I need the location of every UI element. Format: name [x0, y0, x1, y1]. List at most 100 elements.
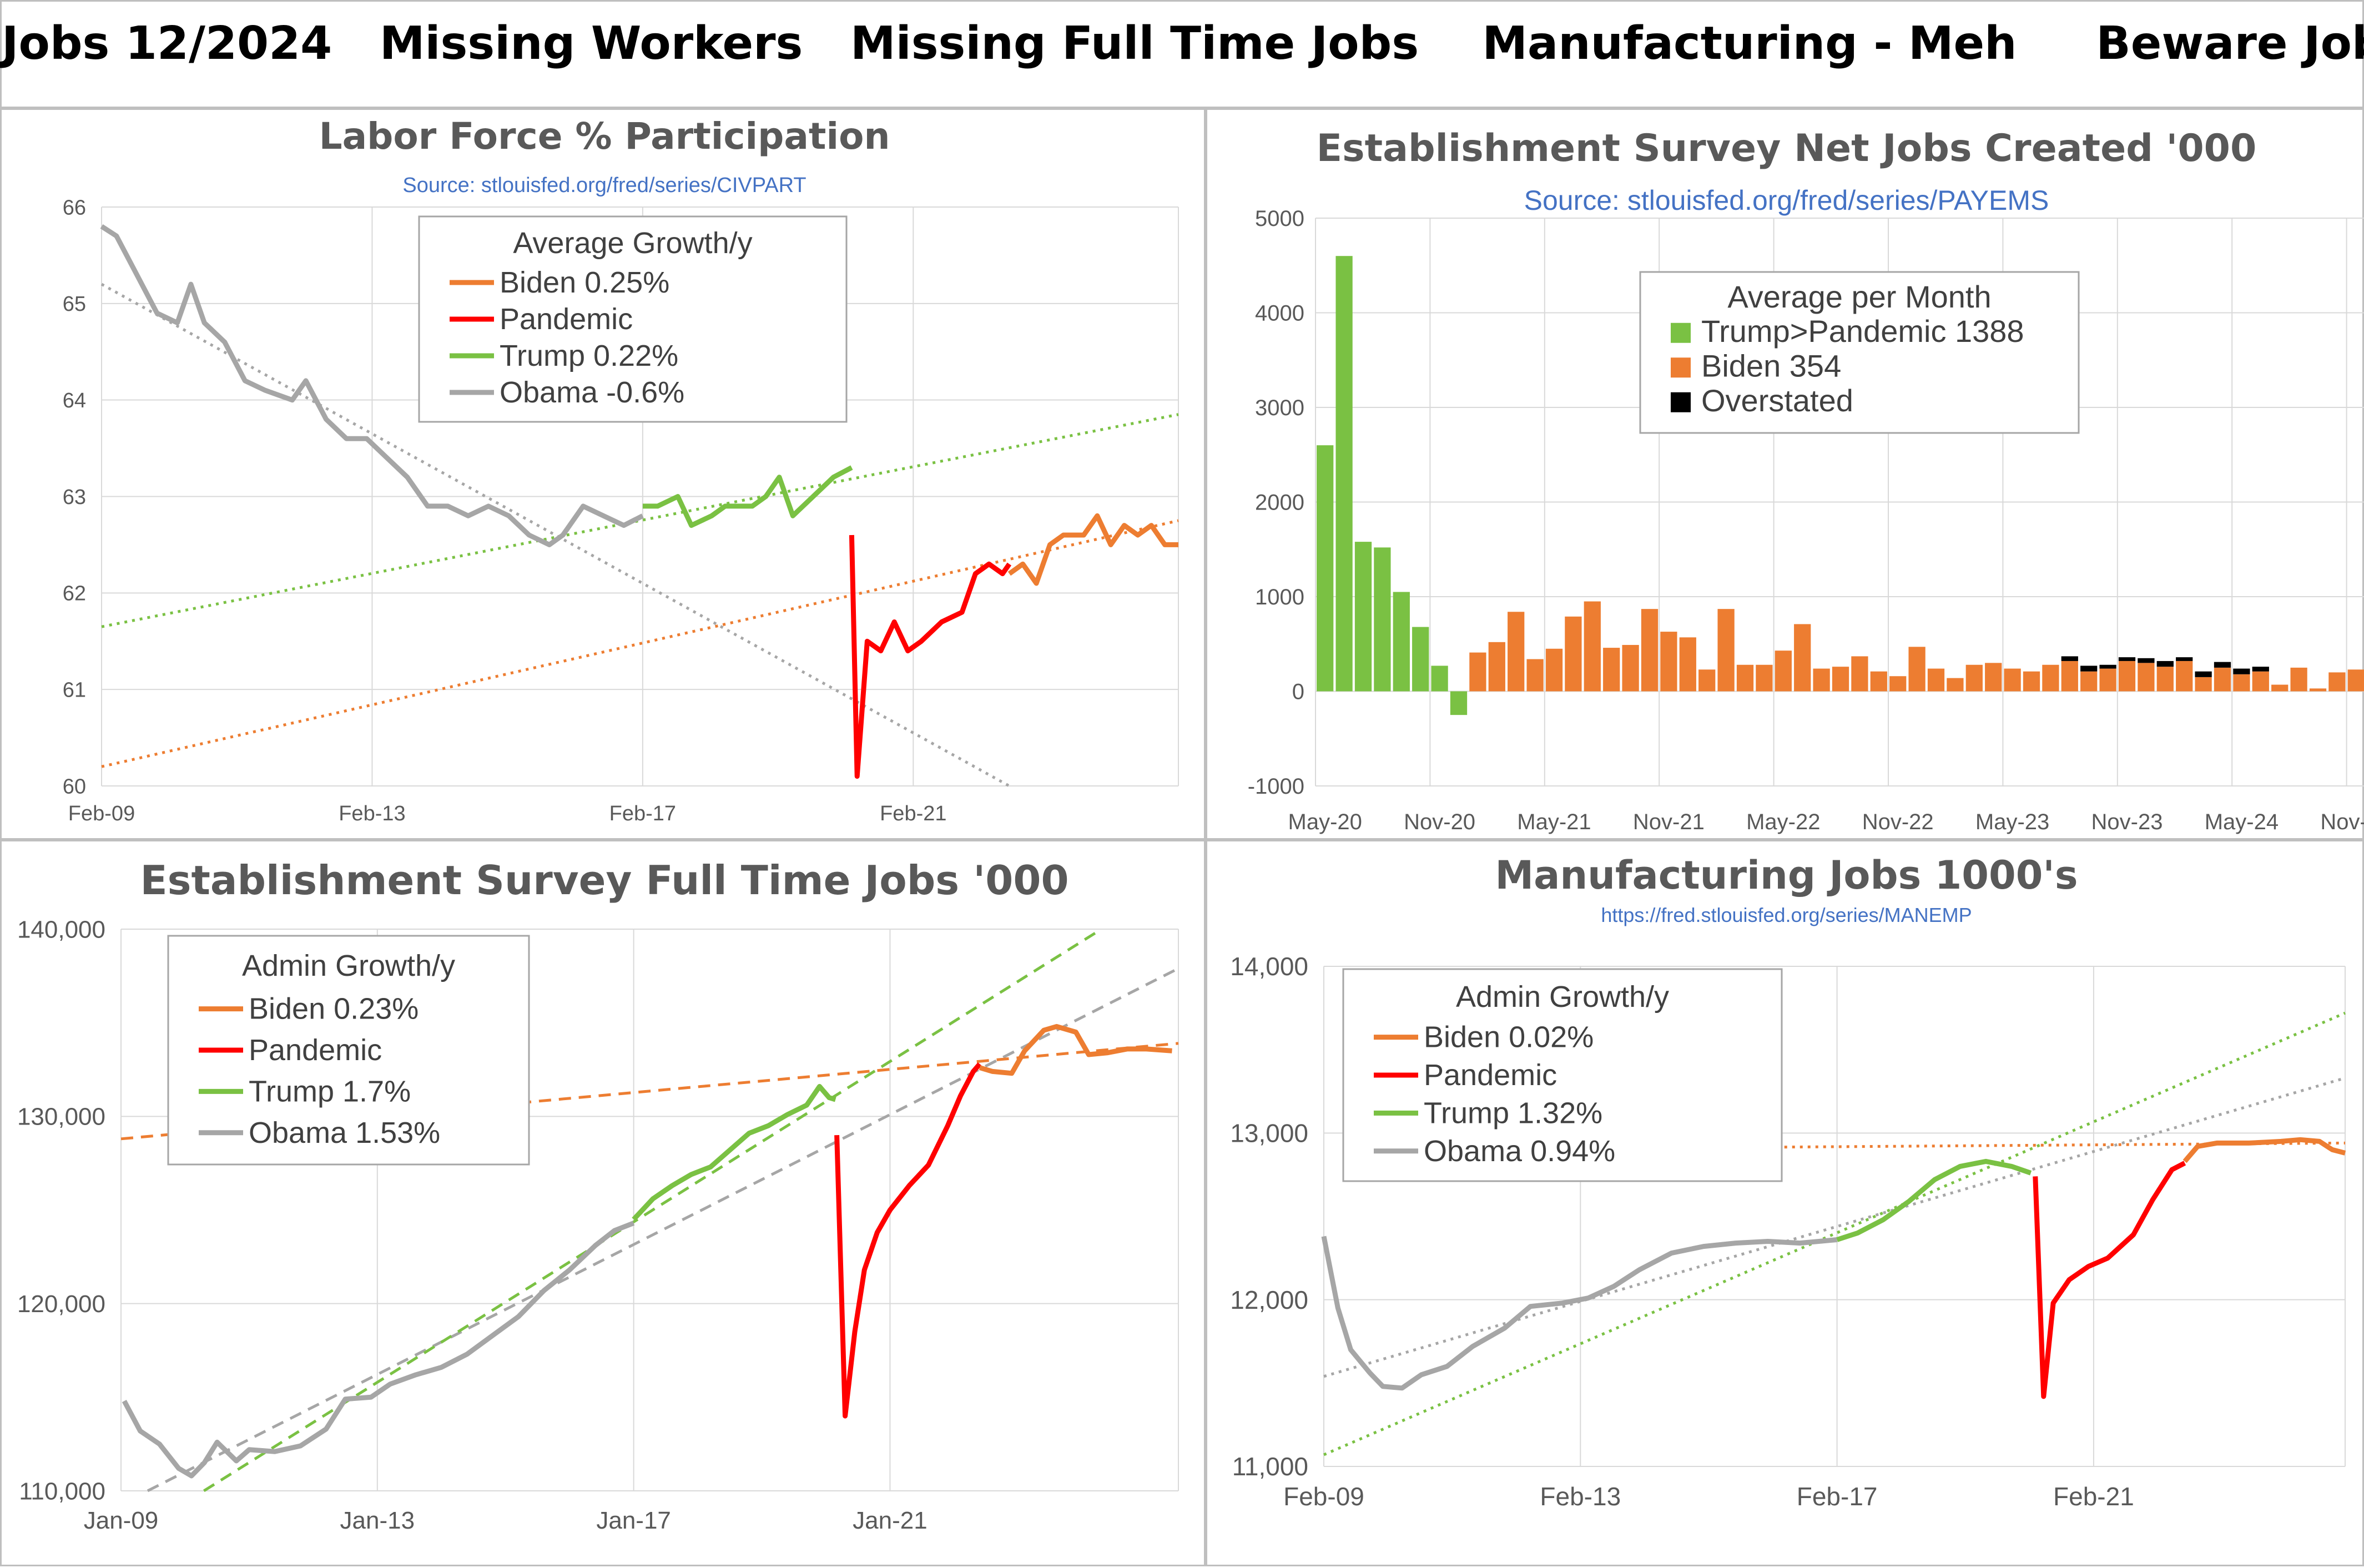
legend-entry: Pandemic — [249, 1033, 382, 1067]
labor-force-panel: Labor Force % Participation Source: stlou… — [0, 108, 1206, 840]
series-line — [1836, 1158, 2032, 1242]
legend-entry: Pandemic — [1424, 1058, 1557, 1092]
series-line — [834, 1062, 982, 1419]
y-tick-label: 64 — [63, 389, 86, 412]
bar — [2061, 661, 2078, 692]
bar — [1756, 664, 1773, 692]
bar — [1870, 671, 1887, 692]
x-tick-label: Feb-13 — [339, 802, 405, 825]
bar — [2271, 684, 2289, 692]
legend-swatch — [1671, 322, 1691, 343]
series-line — [1321, 1236, 1838, 1391]
y-tick-label: 2000 — [1255, 491, 1304, 515]
bar — [1431, 665, 1448, 692]
overstated-bar — [2156, 661, 2174, 667]
bar — [1565, 616, 1582, 692]
x-tick-label: Nov-20 — [1404, 810, 1475, 834]
bar — [1660, 632, 1677, 692]
bar — [2176, 661, 2193, 692]
x-tick-label: Feb-09 — [68, 802, 135, 825]
x-tick-label: Jan-21 — [853, 1507, 928, 1534]
y-tick-label: 62 — [63, 582, 86, 606]
legend-title: Admin Growth/y — [242, 949, 455, 982]
chart-source: https://fred.stlouisfed.org/series/MANEM… — [1601, 904, 1972, 926]
bar — [1450, 691, 1468, 715]
y-tick-label: 4000 — [1255, 301, 1304, 326]
bar — [1603, 648, 1620, 692]
manufacturing-chart: Manufacturing Jobs 1000's https://fred.st… — [1230, 853, 2346, 1511]
bar — [1947, 678, 1964, 692]
bar — [2309, 688, 2327, 692]
series-line — [2182, 1137, 2346, 1163]
bar — [1545, 648, 1563, 692]
bar — [1794, 624, 1811, 692]
series-line — [632, 1083, 836, 1221]
legend-entry: Biden 0.23% — [249, 992, 419, 1026]
y-tick-label: 12,000 — [1230, 1285, 1308, 1314]
legend-entry: Trump 1.32% — [1424, 1096, 1602, 1130]
legend-title: Average Growth/y — [513, 226, 752, 260]
trend-line — [120, 1042, 1179, 1141]
y-tick-label: 140,000 — [17, 916, 105, 943]
y-tick-label: 120,000 — [17, 1290, 105, 1318]
x-tick-label: May-24 — [2205, 810, 2279, 834]
bar — [1622, 644, 1639, 692]
trend-line — [101, 519, 1179, 768]
legend-entry: Overstated — [1701, 383, 1853, 418]
series-line — [2033, 1161, 2186, 1399]
legend-entry: Biden 354 — [1701, 348, 1841, 383]
overstated-bar — [2118, 657, 2136, 661]
overstated-bar — [2138, 658, 2155, 663]
bar — [2118, 661, 2136, 692]
bar — [2252, 671, 2269, 692]
bar — [1641, 609, 1659, 692]
series-line — [642, 465, 853, 528]
bar — [1584, 601, 1601, 692]
full-time-panel: Establishment Survey Full Time Jobs '000… — [0, 840, 1206, 1566]
y-tick-label: 5000 — [1255, 206, 1304, 231]
y-tick-label: 3000 — [1255, 396, 1304, 420]
bar — [2156, 667, 2174, 692]
bar — [1775, 651, 1792, 692]
y-tick-label: 110,000 — [19, 1478, 105, 1505]
trend-line — [100, 283, 1010, 788]
x-tick-label: May-20 — [1288, 810, 1362, 834]
chart-source: Source: stlouisfed.org/fred/series/PAYEM… — [1524, 185, 2049, 216]
bar — [1832, 667, 1849, 692]
bar — [2328, 672, 2346, 692]
bar — [1813, 668, 1830, 692]
banner: Jobs 12/2024 Missing Workers Missing Ful… — [0, 0, 2364, 108]
y-tick-label: 0 — [1292, 680, 1304, 704]
series-line — [122, 1221, 635, 1479]
x-tick-label: Nov-21 — [1633, 810, 1705, 834]
bar — [1508, 612, 1525, 692]
bar — [1317, 445, 1334, 692]
bar — [1374, 547, 1391, 692]
chart-title: Establishment Survey Full Time Jobs '000 — [140, 857, 1068, 904]
net-jobs-chart: Establishment Survey Net Jobs Created '0… — [1248, 127, 2364, 834]
x-tick-label: Jan-17 — [596, 1507, 671, 1534]
bar — [2290, 667, 2307, 692]
legend-title: Average per Month — [1727, 279, 1991, 314]
manufacturing-panel: Manufacturing Jobs 1000's https://fred.st… — [1206, 840, 2364, 1566]
x-tick-label: Feb-09 — [1283, 1482, 1364, 1511]
chart-source: Source: stlouisfed.org/fred/series/CIVPA… — [402, 174, 806, 197]
bar — [1698, 669, 1716, 692]
legend-entry: Biden 0.02% — [1424, 1021, 1594, 1054]
bar — [1393, 592, 1410, 692]
bar — [1908, 647, 1926, 692]
y-tick-label: 65 — [63, 293, 86, 316]
x-tick-label: Nov-23 — [2091, 810, 2163, 834]
x-tick-label: Feb-17 — [609, 802, 676, 825]
bar — [2195, 677, 2212, 692]
overstated-bar — [2099, 664, 2116, 669]
overstated-bar — [2252, 667, 2269, 672]
legend-entry: Trump 0.22% — [500, 339, 678, 372]
bar — [1412, 627, 1429, 692]
bar — [1335, 256, 1353, 692]
trend-line — [203, 927, 1102, 1493]
series-line — [100, 224, 644, 547]
overstated-bar — [2233, 668, 2250, 674]
legend-box — [1639, 271, 2080, 434]
legend-entry: Obama 0.94% — [1424, 1135, 1615, 1168]
